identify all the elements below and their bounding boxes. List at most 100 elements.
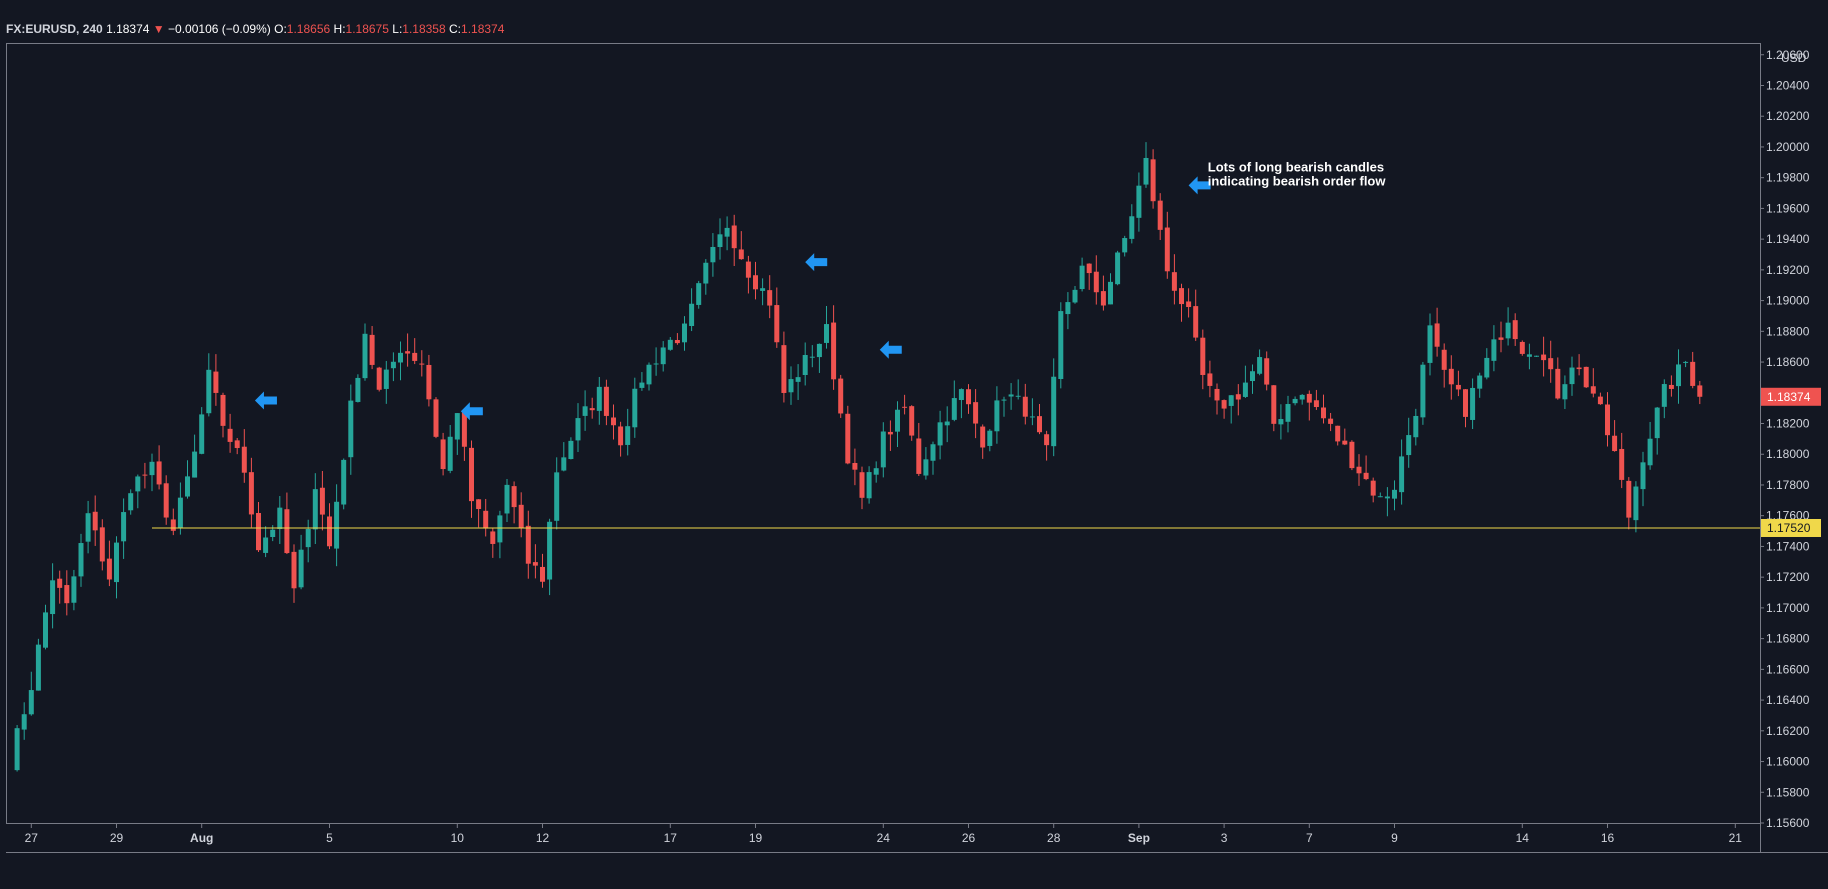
bullish-candle bbox=[1122, 238, 1128, 253]
bearish-candle bbox=[1590, 386, 1596, 394]
bullish-candle bbox=[128, 493, 134, 511]
bullish-candle bbox=[1661, 384, 1667, 407]
high-label: H: bbox=[333, 22, 346, 36]
bullish-candle bbox=[717, 234, 723, 248]
bearish-candle bbox=[1179, 288, 1184, 305]
bearish-candle bbox=[1164, 227, 1170, 272]
y-tick-label: 1.19600 bbox=[1766, 201, 1810, 215]
bullish-candle bbox=[312, 489, 318, 530]
bullish-candle bbox=[696, 283, 702, 305]
bearish-candle bbox=[1093, 271, 1099, 293]
bullish-candle bbox=[35, 644, 41, 691]
bullish-candle bbox=[1491, 339, 1497, 361]
bearish-candle bbox=[142, 474, 148, 476]
x-tick-label: 28 bbox=[1047, 831, 1061, 845]
bullish-candle bbox=[1072, 289, 1078, 303]
bullish-candle bbox=[1420, 364, 1426, 418]
bearish-candle bbox=[774, 305, 780, 343]
bullish-candle bbox=[362, 333, 368, 379]
bearish-candle bbox=[1519, 341, 1525, 354]
bullish-candle bbox=[1377, 496, 1383, 498]
bearish-candle bbox=[490, 531, 496, 544]
open-label: O: bbox=[274, 22, 287, 36]
last-price-tag bbox=[1761, 387, 1821, 406]
price-axis[interactable]: 1.20600 1.20400 1.20200 1.20000 1.19800 1.196… bbox=[1760, 48, 1810, 830]
bullish-candle bbox=[880, 431, 886, 468]
bearish-candle bbox=[1171, 272, 1177, 291]
bearish-candle bbox=[227, 428, 233, 442]
y-tick-label: 1.17800 bbox=[1766, 478, 1810, 492]
bearish-candle bbox=[1335, 425, 1341, 442]
bearish-candle bbox=[476, 499, 482, 510]
bullish-candle bbox=[1569, 367, 1575, 385]
high-value: 1.18675 bbox=[345, 22, 389, 36]
bearish-candle bbox=[731, 225, 737, 249]
bullish-candle bbox=[575, 418, 581, 441]
bullish-candle bbox=[121, 512, 127, 542]
bullish-candle bbox=[1392, 489, 1397, 499]
bearish-candle bbox=[852, 462, 858, 470]
bearish-candle bbox=[859, 472, 865, 498]
bullish-candle bbox=[547, 521, 553, 580]
arrow-left-icon bbox=[1188, 176, 1211, 195]
bearish-candle bbox=[511, 486, 517, 508]
x-tick-label: 5 bbox=[326, 831, 333, 845]
y-tick-label: 1.16000 bbox=[1766, 755, 1810, 769]
bullish-candle bbox=[1505, 322, 1511, 339]
bearish-candle bbox=[1356, 466, 1362, 474]
bearish-candle bbox=[1583, 366, 1589, 388]
bearish-candle bbox=[369, 334, 375, 365]
bullish-candle bbox=[816, 343, 822, 358]
bearish-candle bbox=[1512, 320, 1518, 340]
bearish-candle bbox=[234, 440, 240, 449]
arrow-left-icon bbox=[805, 253, 828, 272]
low-value: 1.18358 bbox=[402, 22, 446, 36]
bullish-candle bbox=[305, 528, 311, 548]
bearish-candle bbox=[1619, 448, 1625, 480]
y-tick-label: 1.19000 bbox=[1766, 294, 1810, 308]
currency-label[interactable]: USD bbox=[1781, 51, 1807, 65]
down-arrow-icon: ▼ bbox=[152, 22, 165, 36]
bearish-candle bbox=[980, 426, 986, 448]
bullish-candle bbox=[646, 364, 652, 385]
bullish-candle bbox=[873, 468, 879, 475]
bullish-candle bbox=[14, 728, 20, 771]
bullish-candle bbox=[454, 413, 460, 440]
annotation-line: indicating bearish order flow bbox=[1208, 174, 1387, 189]
bullish-candle bbox=[298, 549, 304, 588]
bullish-candle bbox=[703, 262, 709, 284]
bearish-candle bbox=[99, 527, 105, 562]
y-tick-label: 1.19400 bbox=[1766, 232, 1810, 246]
bearish-candle bbox=[902, 406, 908, 408]
last-price-tag-text: 1.18374 bbox=[1767, 390, 1811, 404]
bullish-candle bbox=[1257, 357, 1263, 374]
bullish-candle bbox=[1079, 265, 1085, 290]
time-axis[interactable]: 27 29 Aug 5 10 12 17 19 24 26 28 Sep 3 7 9 14 16 21 bbox=[25, 823, 1743, 845]
bearish-candle bbox=[753, 275, 758, 290]
bullish-candle bbox=[78, 543, 84, 577]
bullish-candle bbox=[951, 398, 957, 420]
bullish-candle bbox=[710, 246, 716, 263]
symbol-label[interactable]: FX:EURUSD, bbox=[6, 22, 80, 36]
bearish-candle bbox=[1207, 373, 1213, 386]
bullish-candle bbox=[1058, 311, 1064, 380]
y-tick-label: 1.20000 bbox=[1766, 140, 1810, 154]
bullish-candle bbox=[1008, 394, 1014, 397]
bearish-candle bbox=[376, 367, 382, 390]
bearish-candle bbox=[1100, 291, 1106, 306]
bullish-candle bbox=[177, 497, 183, 529]
bullish-candle bbox=[625, 426, 631, 445]
bullish-candle bbox=[1399, 456, 1405, 493]
close-value: 1.18374 bbox=[461, 22, 505, 36]
bullish-candle bbox=[994, 400, 1000, 432]
arrow-left-icon bbox=[460, 402, 483, 421]
bullish-candle bbox=[1526, 354, 1532, 357]
bullish-candle bbox=[348, 400, 354, 458]
bullish-candle bbox=[568, 440, 574, 460]
bearish-candle bbox=[887, 431, 893, 435]
bullish-candle bbox=[809, 356, 815, 358]
bullish-candle bbox=[1065, 302, 1071, 315]
interval-label[interactable]: 240 bbox=[82, 22, 103, 36]
bullish-candle bbox=[71, 576, 77, 603]
